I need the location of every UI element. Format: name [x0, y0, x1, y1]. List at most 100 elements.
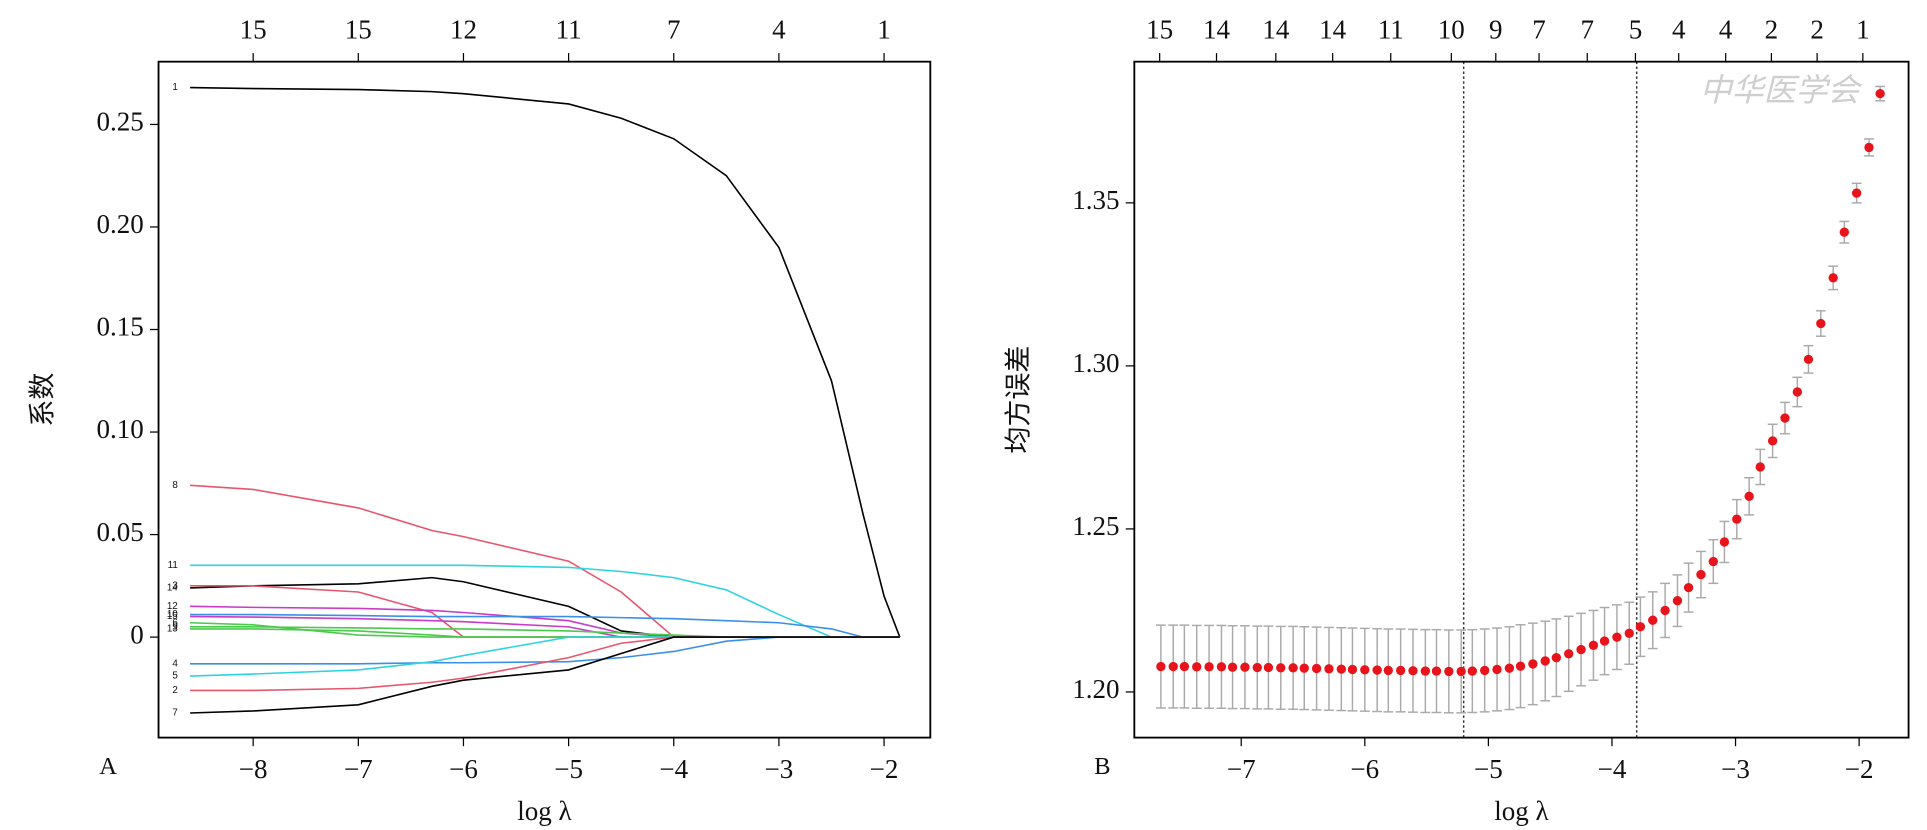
x-tick-label: −5 — [1474, 754, 1503, 784]
mean-point — [1780, 413, 1790, 423]
y-tick-label: 0.20 — [97, 209, 144, 239]
y-tick-label: 1.30 — [1072, 348, 1119, 378]
x-tick-label: −4 — [659, 754, 688, 784]
mean-point — [1683, 582, 1694, 593]
y-tick-label: 0.25 — [97, 107, 144, 137]
mean-point — [1408, 666, 1418, 676]
x-tick-label: −7 — [344, 754, 373, 784]
mean-point — [1612, 632, 1622, 642]
top-tick-label: 14 — [1262, 14, 1290, 44]
top-tick-label: 14 — [1319, 14, 1347, 44]
path-label: 3 — [172, 580, 178, 591]
top-tick-label: 2 — [1810, 14, 1824, 44]
mean-point — [1672, 595, 1683, 606]
mean-point — [1708, 556, 1718, 567]
mean-point — [1299, 663, 1309, 673]
mean-point — [1311, 663, 1322, 674]
top-tick-label: 15 — [345, 14, 372, 44]
path-label: 14 — [167, 582, 178, 593]
mean-point — [1227, 662, 1238, 672]
top-tick-label: 11 — [1378, 14, 1404, 44]
x-tick-label: −3 — [765, 754, 794, 784]
mean-point — [1624, 628, 1634, 638]
mean-point — [1803, 354, 1814, 365]
mean-point — [1744, 491, 1754, 501]
mean-point — [1216, 662, 1227, 672]
path-label: 5 — [172, 671, 178, 682]
top-tick-label: 1 — [877, 14, 891, 44]
mean-point — [1864, 142, 1874, 153]
mean-point — [1504, 663, 1515, 673]
y-tick-label: 0.10 — [97, 414, 144, 444]
top-tick-label: 4 — [1672, 14, 1686, 44]
path-label: 15 — [167, 611, 178, 622]
coefficient-path — [190, 605, 900, 638]
path-label: 2 — [172, 685, 177, 696]
top-tick-label: 2 — [1765, 14, 1779, 44]
mean-point — [1192, 662, 1202, 672]
x-tick-label: −7 — [1227, 754, 1256, 784]
coefficient-path — [190, 86, 901, 638]
top-tick-label: 15 — [240, 14, 267, 44]
y-tick-label: 1.25 — [1072, 511, 1119, 541]
path-label: 10 — [167, 609, 178, 620]
mean-point — [1528, 659, 1538, 669]
y-tick-label: 1.20 — [1072, 674, 1119, 704]
x-tick-label: −5 — [554, 754, 583, 784]
mean-point — [1252, 662, 1262, 673]
plot-frame — [1133, 60, 1910, 739]
panel: 1.201.251.301.35−7 −6 −5 −4 −3 −215 14 14 14 11 10… — [1003, 14, 1910, 826]
top-tick-label: 15 — [1146, 14, 1173, 44]
mean-point — [1599, 636, 1610, 646]
x-tick-label: −8 — [239, 754, 268, 784]
mean-point — [1336, 664, 1346, 674]
mean-point — [1240, 662, 1250, 672]
mean-point — [1576, 644, 1586, 655]
x-tick-label: −2 — [870, 754, 899, 784]
mean-point — [1828, 273, 1838, 283]
mean-point — [1588, 640, 1599, 650]
top-tick-label: 9 — [1489, 14, 1503, 44]
top-tick-label: 10 — [1438, 14, 1465, 44]
mean-point — [1168, 661, 1178, 672]
mean-point — [1719, 537, 1730, 547]
mean-point — [1372, 665, 1382, 675]
mean-point — [1660, 605, 1670, 616]
mean-point — [1444, 666, 1454, 677]
y-tick-label: 1.35 — [1072, 185, 1119, 215]
y-tick-label: 0.15 — [97, 312, 144, 342]
top-tick-label: 4 — [772, 14, 786, 44]
mean-point — [1276, 663, 1286, 673]
path-label: 7 — [172, 708, 177, 719]
x-axis-title: log λ — [517, 796, 571, 826]
mean-point — [1383, 665, 1393, 676]
mean-point — [1732, 514, 1742, 524]
y-axis-title: 系数 — [28, 373, 58, 427]
mean-point — [1263, 662, 1274, 673]
mean-point — [1360, 665, 1370, 675]
path-label: 6 — [172, 617, 178, 628]
x-tick-label: −6 — [449, 754, 478, 784]
mean-point — [1179, 661, 1190, 672]
watermark: 中华医学会 — [1700, 73, 1863, 108]
top-tick-label: 7 — [1532, 14, 1546, 44]
mean-point — [1288, 663, 1298, 673]
mean-point — [1480, 665, 1490, 676]
mean-point — [1635, 622, 1646, 632]
path-label: 12 — [167, 601, 178, 612]
coefficient-path — [190, 636, 900, 714]
y-axis-title: 均方误差 — [1003, 346, 1033, 454]
mean-point — [1755, 462, 1765, 472]
y-tick-label: 0 — [130, 619, 144, 649]
top-tick-label: 12 — [450, 14, 477, 44]
mean-point — [1395, 665, 1406, 676]
mean-point — [1420, 666, 1431, 676]
panel-label: B — [1094, 753, 1110, 780]
mean-point — [1767, 436, 1778, 446]
mean-point — [1816, 318, 1826, 329]
top-tick-label: 1 — [1856, 14, 1870, 44]
top-tick-label: 7 — [667, 14, 681, 44]
panel-label: A — [99, 753, 117, 780]
